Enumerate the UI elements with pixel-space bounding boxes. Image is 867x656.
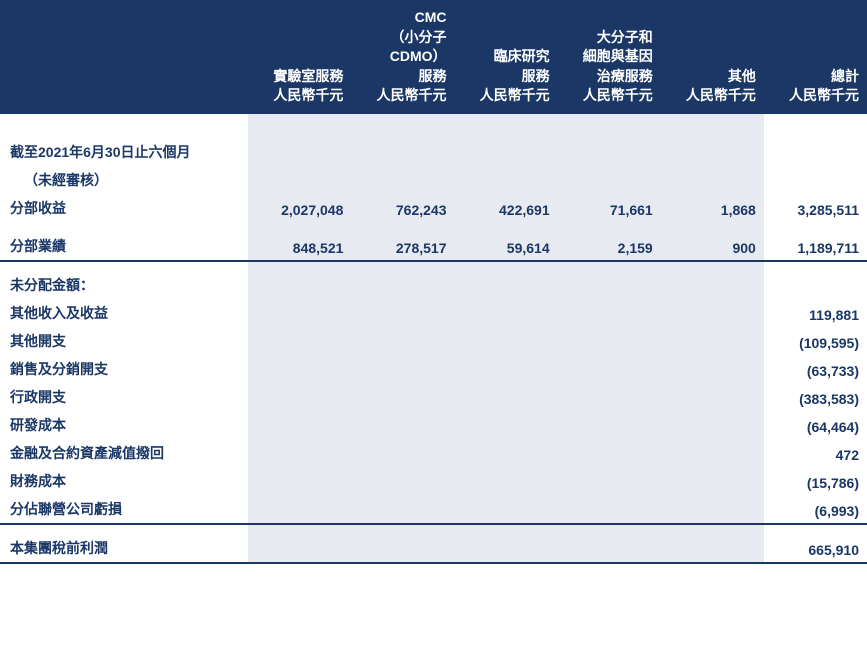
table-row: 財務成本 (15,786) xyxy=(0,467,867,495)
row-label: 銷售及分銷開支 xyxy=(0,355,248,383)
cell: 665,910 xyxy=(764,534,867,563)
table-row: 研發成本 (64,464) xyxy=(0,411,867,439)
hdr: CDMO） xyxy=(390,48,447,64)
hdr: 人民幣千元 xyxy=(480,87,550,103)
table-row: 本集團稅前利潤 665,910 xyxy=(0,534,867,563)
cell: 1,189,711 xyxy=(764,232,867,261)
hdr: 人民幣千元 xyxy=(273,87,343,103)
row-label: 研發成本 xyxy=(0,411,248,439)
spacer xyxy=(0,524,867,534)
section-title: 未分配金額： xyxy=(0,271,248,299)
hdr: 大分子和 xyxy=(597,29,653,45)
section-title-row: 未分配金額： xyxy=(0,271,867,299)
hdr: CMC xyxy=(415,9,447,25)
row-label: 分部業績 xyxy=(0,232,248,261)
row-label: 行政開支 xyxy=(0,383,248,411)
cell: (64,464) xyxy=(764,411,867,439)
cell: (109,595) xyxy=(764,327,867,355)
hdr: 總計 xyxy=(831,68,859,84)
spacer xyxy=(0,222,867,232)
hdr: 細胞與基因 xyxy=(583,48,653,64)
cell: (383,583) xyxy=(764,383,867,411)
cell: 2,159 xyxy=(558,232,661,261)
section-title-row: 截至2021年6月30日止六個月 xyxy=(0,124,867,166)
header-col-adv: 大分子和細胞與基因治療服務人民幣千元 xyxy=(558,0,661,114)
hdr: （小分子 xyxy=(391,29,447,45)
table-row: 分佔聯營公司虧損 (6,993) xyxy=(0,495,867,524)
segment-table: 實驗室服務人民幣千元 CMC （小分子 CDMO） 服務人民幣千元 臨床研究服務人民幣… xyxy=(0,0,867,564)
cell: 2,027,048 xyxy=(248,194,351,222)
header-col-cmc: CMC （小分子 CDMO） 服務人民幣千元 xyxy=(351,0,454,114)
hdr: 其他 xyxy=(728,68,756,84)
cell: 472 xyxy=(764,439,867,467)
hdr: 人民幣千元 xyxy=(686,87,756,103)
cell: (15,786) xyxy=(764,467,867,495)
row-label: 分佔聯營公司虧損 xyxy=(0,495,248,524)
table-row: 行政開支 (383,583) xyxy=(0,383,867,411)
row-label: 本集團稅前利潤 xyxy=(0,534,248,563)
row-label: 金融及合約資產減值撥回 xyxy=(0,439,248,467)
table-row: 其他收入及收益 119,881 xyxy=(0,299,867,327)
cell: 762,243 xyxy=(351,194,454,222)
cell: 278,517 xyxy=(351,232,454,261)
cell: 422,691 xyxy=(455,194,558,222)
spacer xyxy=(0,261,867,271)
section-subtitle: （未經審核） xyxy=(0,166,248,194)
header-row: 實驗室服務人民幣千元 CMC （小分子 CDMO） 服務人民幣千元 臨床研究服務人民幣… xyxy=(0,0,867,114)
header-label-blank xyxy=(0,0,248,114)
cell: 71,661 xyxy=(558,194,661,222)
table-row: 其他開支 (109,595) xyxy=(0,327,867,355)
cell: 900 xyxy=(661,232,764,261)
row-label: 財務成本 xyxy=(0,467,248,495)
cell: 1,868 xyxy=(661,194,764,222)
cell: 119,881 xyxy=(764,299,867,327)
cell: (6,993) xyxy=(764,495,867,524)
cell: 59,614 xyxy=(455,232,558,261)
table-row: 金融及合約資產減值撥回 472 xyxy=(0,439,867,467)
row-label: 其他收入及收益 xyxy=(0,299,248,327)
section-title: 截至2021年6月30日止六個月 xyxy=(0,124,248,166)
hdr: 治療服務 xyxy=(597,68,653,84)
hdr: 人民幣千元 xyxy=(583,87,653,103)
hdr: 人民幣千元 xyxy=(377,87,447,103)
header-col-total: 總計人民幣千元 xyxy=(764,0,867,114)
table-row: 銷售及分銷開支 (63,733) xyxy=(0,355,867,383)
header-col-other: 其他人民幣千元 xyxy=(661,0,764,114)
hdr: 人民幣千元 xyxy=(789,87,859,103)
hdr: 服務 xyxy=(419,68,447,84)
hdr: 臨床研究 xyxy=(494,48,550,64)
table-row: 分部業績 848,521 278,517 59,614 2,159 900 1,… xyxy=(0,232,867,261)
cell: (63,733) xyxy=(764,355,867,383)
cell: 848,521 xyxy=(248,232,351,261)
hdr: 實驗室服務 xyxy=(273,68,343,84)
hdr: 服務 xyxy=(522,68,550,84)
header-col-clin: 臨床研究服務人民幣千元 xyxy=(455,0,558,114)
financial-table: 實驗室服務人民幣千元 CMC （小分子 CDMO） 服務人民幣千元 臨床研究服務人民幣… xyxy=(0,0,867,564)
section-subtitle-row: （未經審核） xyxy=(0,166,867,194)
header-col-lab: 實驗室服務人民幣千元 xyxy=(248,0,351,114)
table-row: 分部收益 2,027,048 762,243 422,691 71,661 1,… xyxy=(0,194,867,222)
row-label: 其他開支 xyxy=(0,327,248,355)
row-label: 分部收益 xyxy=(0,194,248,222)
spacer xyxy=(0,114,867,124)
cell: 3,285,511 xyxy=(764,194,867,222)
